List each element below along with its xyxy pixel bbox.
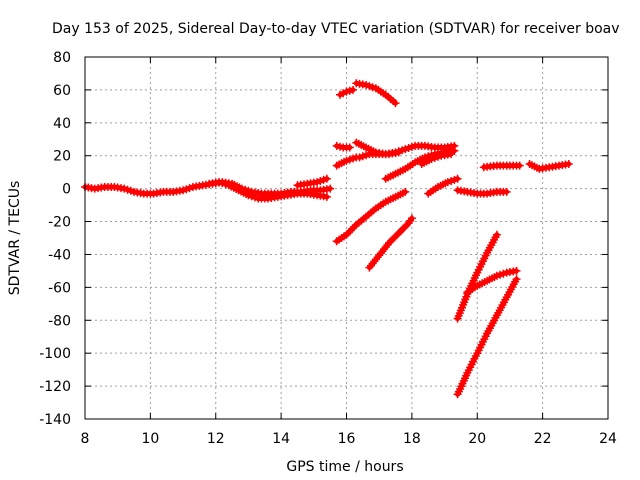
data-series xyxy=(352,79,400,108)
x-tick-label: 16 xyxy=(338,431,356,447)
data-series xyxy=(336,85,357,99)
y-tick-label: -140 xyxy=(39,412,71,428)
data-series xyxy=(453,186,511,198)
data-series xyxy=(453,275,521,399)
data-series xyxy=(365,214,416,272)
x-axis-title: GPS time / hours xyxy=(286,459,403,475)
y-tick-label: -60 xyxy=(48,280,71,296)
data-series xyxy=(332,153,361,170)
y-axis-title: SDTVAR / TECUs xyxy=(7,181,23,296)
data-series xyxy=(355,148,403,162)
data-series xyxy=(479,161,524,172)
chart-title: Day 153 of 2025, Sidereal Day-to-day VTE… xyxy=(52,21,620,37)
data-series xyxy=(417,150,456,168)
data-series xyxy=(453,230,501,323)
y-tick-label: -40 xyxy=(48,247,71,263)
data-series xyxy=(293,174,331,190)
data-point xyxy=(502,187,511,196)
x-tick-label: 18 xyxy=(403,431,421,447)
plot-frame xyxy=(84,56,609,420)
data-series xyxy=(525,160,573,173)
axis-ticks: 8 10 12 14 16 18 20 22 24 -140 -120 -100 -80 -60 -40 -2… xyxy=(39,50,617,447)
data-point xyxy=(492,230,501,239)
data-point xyxy=(349,85,357,94)
data-point xyxy=(447,150,456,159)
x-tick-label: 8 xyxy=(81,431,90,447)
y-tick-label: -120 xyxy=(39,379,71,395)
data-point xyxy=(515,161,524,170)
y-tick-label: 40 xyxy=(53,116,71,132)
y-tick-label: 80 xyxy=(53,50,71,66)
x-tick-label: 20 xyxy=(468,431,486,447)
data-point xyxy=(326,184,335,193)
y-tick-label: -20 xyxy=(48,215,71,231)
data-point xyxy=(345,143,354,152)
x-tick-label: 22 xyxy=(534,431,552,447)
data-point xyxy=(453,174,462,183)
y-tick-label: -100 xyxy=(39,346,71,362)
data-point xyxy=(407,214,416,223)
data-series-layer xyxy=(81,79,573,399)
data-point xyxy=(394,148,403,157)
y-tick-label: 60 xyxy=(53,83,71,99)
data-series xyxy=(463,266,521,297)
data-point xyxy=(322,192,331,201)
data-point xyxy=(512,266,521,275)
x-tick-label: 14 xyxy=(272,431,290,447)
data-point xyxy=(512,275,521,284)
x-tick-label: 12 xyxy=(207,431,225,447)
data-point xyxy=(391,99,400,108)
data-series xyxy=(332,187,410,246)
y-tick-label: 20 xyxy=(53,149,71,165)
data-point xyxy=(344,228,353,237)
data-point xyxy=(322,174,331,183)
y-tick-label: 0 xyxy=(62,182,71,198)
data-series xyxy=(205,178,331,203)
data-point xyxy=(564,160,573,168)
data-point xyxy=(401,187,410,196)
x-tick-label: 10 xyxy=(141,431,159,447)
x-tick-label: 24 xyxy=(599,431,617,447)
y-tick-label: -80 xyxy=(48,313,71,329)
data-series xyxy=(332,141,354,152)
data-series xyxy=(424,174,462,198)
